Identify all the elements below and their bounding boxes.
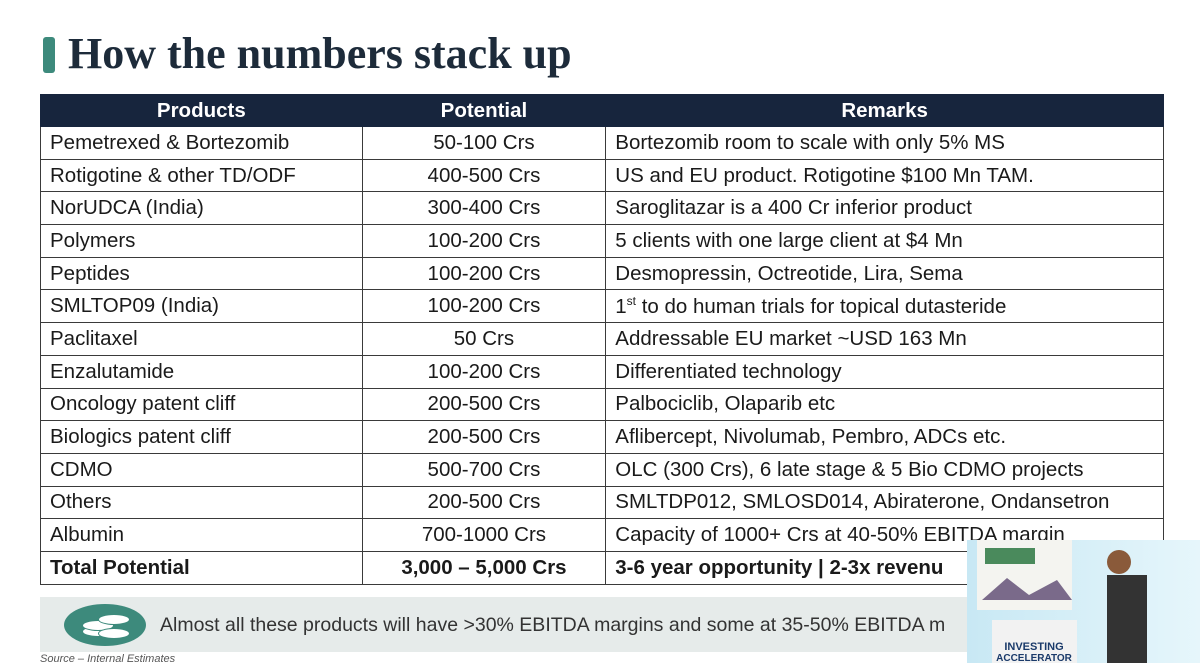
table-row: Rotigotine & other TD/ODF 400-500 Crs US a… bbox=[40, 158, 1164, 193]
cell: 200-500 Crs bbox=[361, 420, 607, 454]
header-row: Products Potential Remarks bbox=[40, 94, 1164, 127]
note-text: Almost all these products will have >30%… bbox=[160, 614, 946, 636]
podium bbox=[992, 620, 1077, 663]
cell: Total Potential bbox=[40, 550, 363, 585]
cell: Enzalutamide bbox=[40, 354, 363, 389]
table-row: SMLTOP09 (India) 100-200 Crs 1st to do hum… bbox=[40, 289, 1164, 324]
cell: Palbociclib, Olaparib etc bbox=[605, 387, 1164, 422]
cell: 1st to do human trials for topical dutas… bbox=[605, 289, 1164, 324]
cell: 400-500 Crs bbox=[361, 158, 607, 193]
cell: OLC (300 Crs), 6 late stage & 5 Bio CDMO… bbox=[605, 452, 1164, 487]
table: Products Potential Remarks Pemetrexed & Bo… bbox=[40, 94, 1164, 585]
podium-text: ACCELERATOR bbox=[996, 653, 1073, 663]
cell: 50 Crs bbox=[361, 322, 607, 356]
cell: Addressable EU market ~USD 163 Mn bbox=[605, 322, 1164, 356]
table-row: Oncology patent cliff 200-500 Crs Palbocic… bbox=[40, 387, 1164, 422]
table-row: Enzalutamide 100-200 Crs Differentiated te… bbox=[40, 354, 1164, 389]
cell: 100-200 Crs bbox=[361, 256, 607, 291]
cell: Polymers bbox=[40, 224, 363, 258]
cell: Pemetrexed & Bortezomib bbox=[40, 126, 363, 160]
speaker-video: INVESTING ACCELERATOR bbox=[977, 540, 1147, 663]
coins-icon bbox=[64, 604, 146, 646]
table-row: Polymers 100-200 Crs 5 clients with one la… bbox=[40, 224, 1164, 258]
cell: Peptides bbox=[40, 256, 363, 291]
table-row: Albumin 700-1000 Crs Capacity of 1000+ Crs… bbox=[40, 518, 1164, 552]
cell: 500-700 Crs bbox=[361, 452, 607, 487]
table-row: Biologics patent cliff 200-500 Crs Afliber… bbox=[40, 420, 1164, 454]
speaker-body bbox=[1107, 575, 1147, 663]
speaker-head bbox=[1107, 550, 1131, 574]
cell: 100-200 Crs bbox=[361, 289, 607, 324]
cell: 100-200 Crs bbox=[361, 224, 607, 258]
cell: Aflibercept, Nivolumab, Pembro, ADCs etc… bbox=[605, 420, 1164, 454]
cell: 3,000 – 5,000 Crs bbox=[361, 550, 607, 585]
cell: Paclitaxel bbox=[40, 322, 363, 356]
cell-text: to do human trials for topical dutasteri… bbox=[636, 294, 1007, 318]
slide-title: How the numbers stack up bbox=[68, 29, 572, 78]
table-row: Peptides 100-200 Crs Desmopressin, Octreot… bbox=[40, 256, 1164, 291]
cell-text: 1 bbox=[615, 294, 627, 318]
source: Source – Internal Estimates bbox=[40, 653, 176, 665]
cell: Desmopressin, Octreotide, Lira, Sema bbox=[605, 256, 1164, 291]
cell: Oncology patent cliff bbox=[40, 387, 363, 422]
table-row: Paclitaxel 50 Crs Addressable EU market ~U… bbox=[40, 322, 1164, 356]
cell: 200-500 Crs bbox=[361, 485, 607, 520]
cell: Rotigotine & other TD/ODF bbox=[40, 158, 363, 193]
column-header: Potential bbox=[361, 94, 607, 127]
column-header: Remarks bbox=[605, 94, 1164, 127]
title-accent bbox=[43, 37, 55, 73]
column-header: Products bbox=[40, 94, 363, 127]
cell: SMLTOP09 (India) bbox=[40, 289, 363, 324]
cell: 700-1000 Crs bbox=[361, 518, 607, 552]
cell: CDMO bbox=[40, 452, 363, 487]
cell: 200-500 Crs bbox=[361, 387, 607, 422]
cell: Albumin bbox=[40, 518, 363, 552]
cell: SMLTDP012, SMLOSD014, Abiraterone, Ondan… bbox=[605, 485, 1164, 520]
table-row: NorUDCA (India) 300-400 Crs Saroglitazar i… bbox=[40, 191, 1164, 226]
cell: 5 clients with one large client at $4 Mn bbox=[605, 224, 1164, 258]
cell: NorUDCA (India) bbox=[40, 191, 363, 226]
video-overlay: INVESTING ACCELERATOR bbox=[967, 540, 1200, 663]
cell: US and EU product. Rotigotine $100 Mn TA… bbox=[605, 158, 1164, 193]
banner-art bbox=[982, 578, 1072, 600]
cell: Biologics patent cliff bbox=[40, 420, 363, 454]
cell: 100-200 Crs bbox=[361, 354, 607, 389]
cell: Bortezomib room to scale with only 5% MS bbox=[605, 126, 1164, 160]
table-row: Pemetrexed & Bortezomib 50-100 Crs Bortezo… bbox=[40, 126, 1164, 160]
table-row: Others 200-500 Crs SMLTDP012, SMLOSD014, A… bbox=[40, 485, 1164, 520]
cell-text: st bbox=[626, 293, 637, 308]
cell: 300-400 Crs bbox=[361, 191, 607, 226]
table-row: CDMO 500-700 Crs OLC (300 Crs), 6 late sta… bbox=[40, 452, 1164, 487]
cell: Others bbox=[40, 485, 363, 520]
cell: 50-100 Crs bbox=[361, 126, 607, 160]
cell: Differentiated technology bbox=[605, 354, 1164, 389]
banner-logo bbox=[985, 548, 1035, 564]
cell: Saroglitazar is a 400 Cr inferior produc… bbox=[605, 191, 1164, 226]
podium-text: INVESTING bbox=[1004, 641, 1063, 653]
